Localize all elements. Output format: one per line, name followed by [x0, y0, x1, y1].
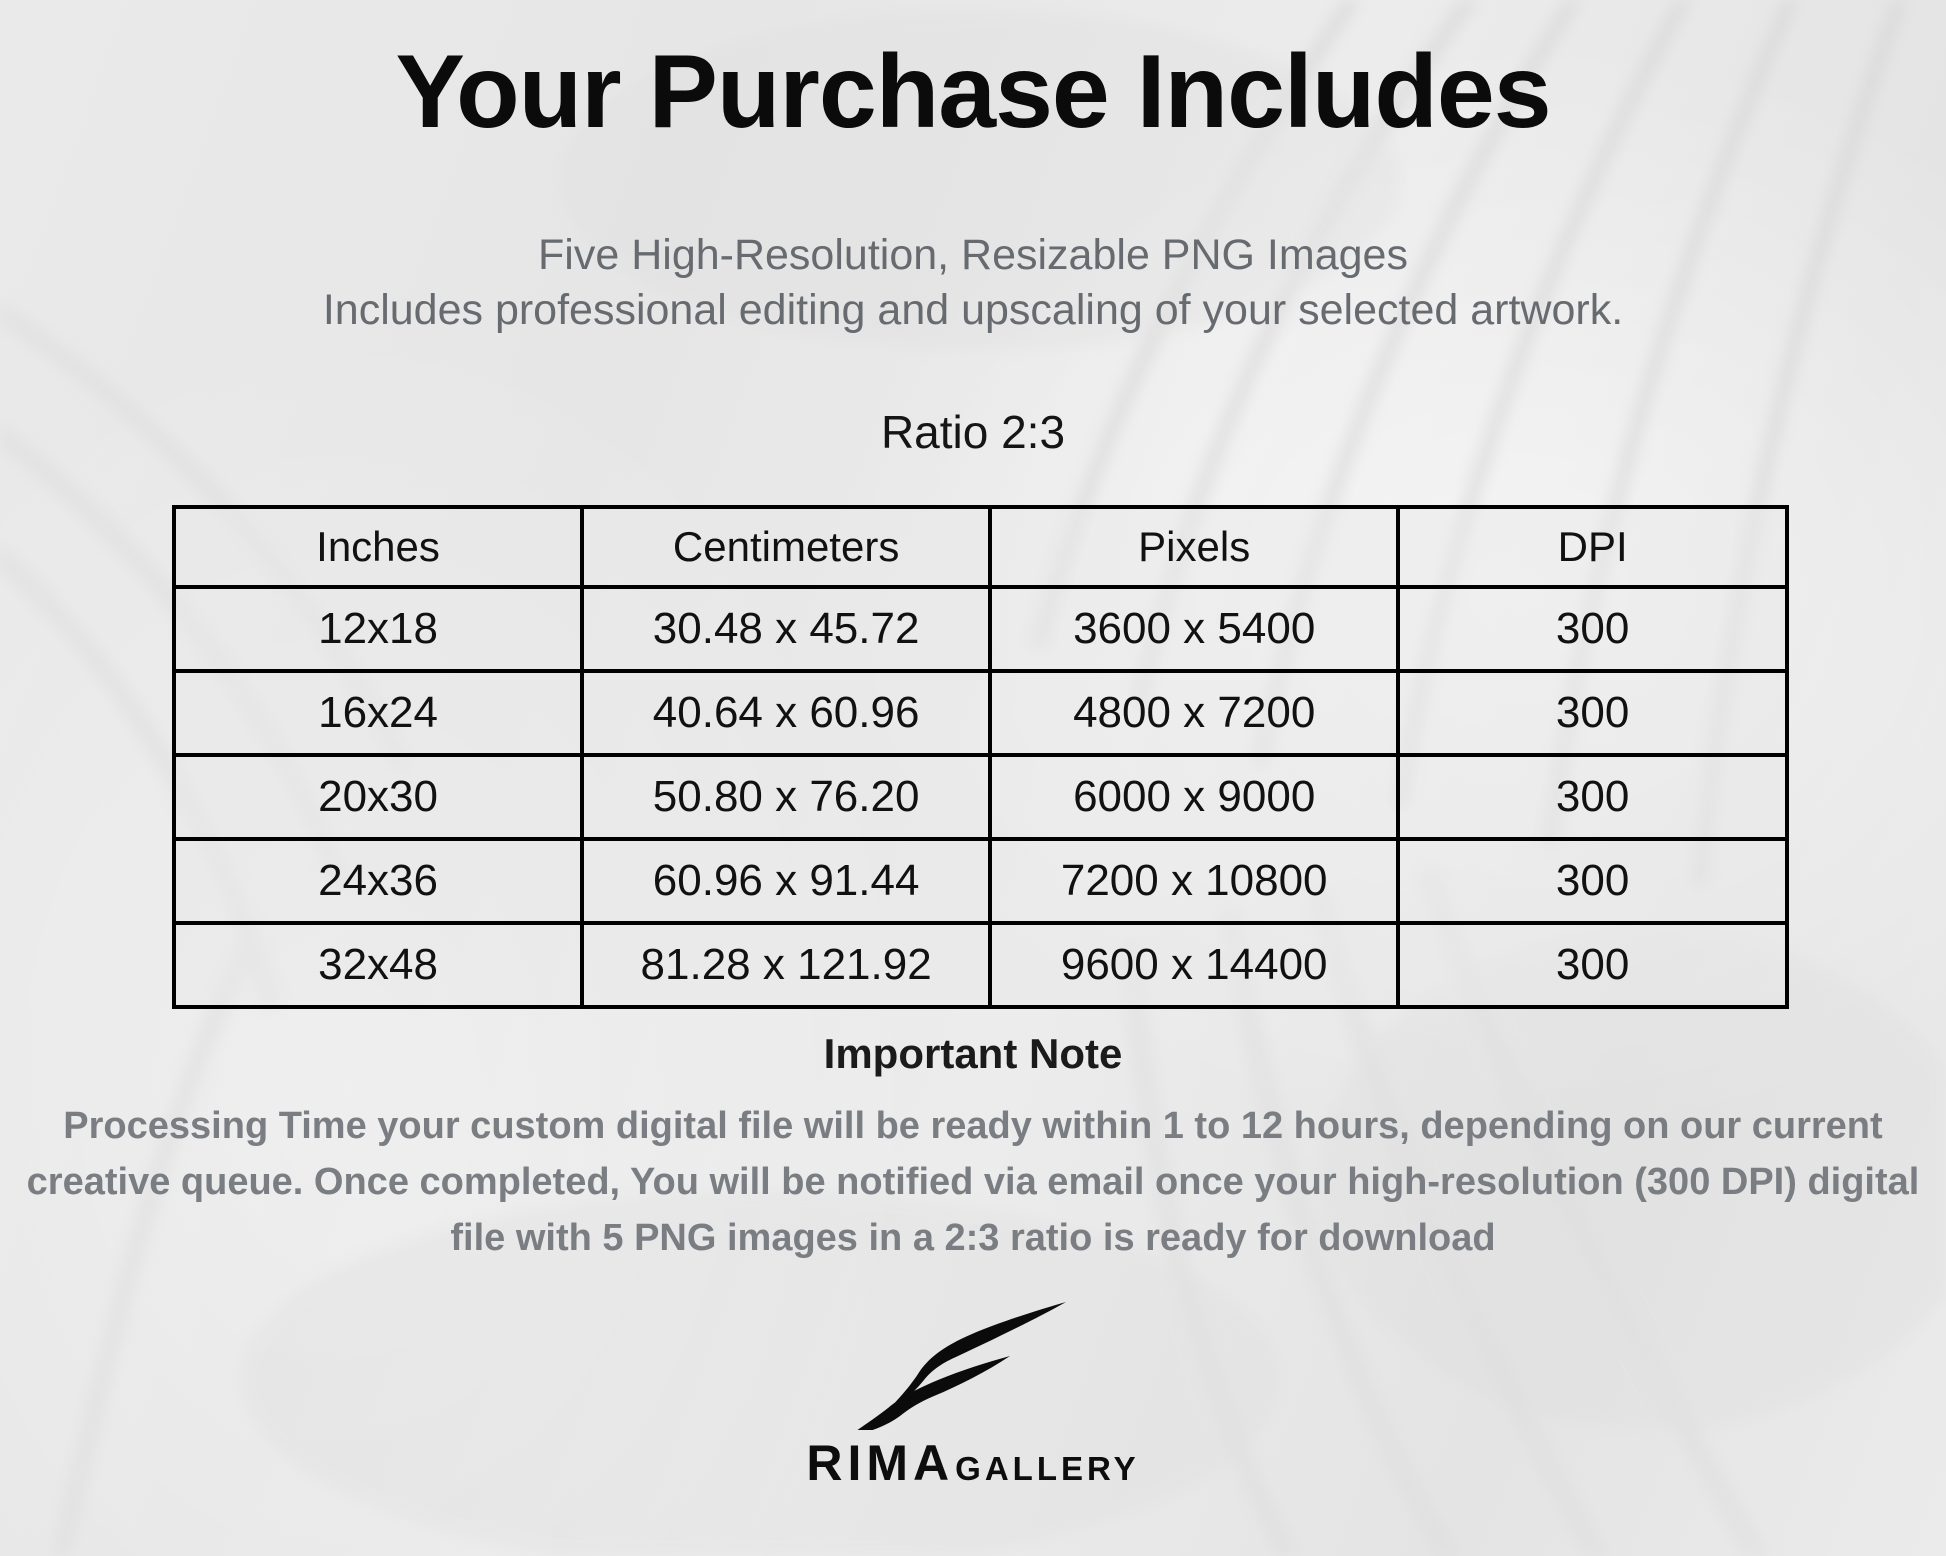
subtitle-line-1: Five High-Resolution, Resizable PNG Imag… — [538, 231, 1408, 279]
size-table-container: Inches Centimeters Pixels DPI 12x18 30.4… — [171, 505, 1789, 1009]
table-row: 32x48 81.28 x 121.92 9600 x 14400 300 — [171, 921, 1789, 1009]
column-header-pixels: Pixels — [988, 505, 1401, 589]
brand-logo: RIMA GALLERY — [0, 1290, 1946, 1492]
cell-dpi: 300 — [1396, 921, 1789, 1009]
cell-centimeters: 60.96 x 91.44 — [580, 837, 993, 925]
rima-swoosh-icon — [857, 1302, 1066, 1430]
page-title: Your Purchase Includes — [395, 34, 1551, 150]
cell-dpi: 300 — [1396, 669, 1789, 757]
cell-pixels: 4800 x 7200 — [988, 669, 1401, 757]
ratio-label: Ratio 2:3 — [880, 406, 1066, 458]
cell-inches: 12x18 — [171, 585, 585, 673]
cell-inches: 20x30 — [171, 753, 585, 841]
cell-inches: 32x48 — [171, 921, 585, 1009]
column-header-centimeters: Centimeters — [580, 505, 993, 589]
subtitle-line-2: Includes professional editing and upscal… — [322, 286, 1624, 335]
cell-centimeters: 81.28 x 121.92 — [580, 921, 993, 1009]
cell-centimeters: 40.64 x 60.96 — [580, 669, 993, 757]
column-header-inches: Inches — [171, 505, 585, 589]
cell-inches: 16x24 — [171, 669, 585, 757]
brand-wordmark: RIMA GALLERY — [806, 1434, 1139, 1492]
cell-inches: 24x36 — [171, 837, 585, 925]
cell-centimeters: 50.80 x 76.20 — [580, 753, 993, 841]
cell-dpi: 300 — [1396, 837, 1789, 925]
cell-dpi: 300 — [1396, 753, 1789, 841]
cell-pixels: 9600 x 14400 — [988, 921, 1401, 1009]
table-row: 12x18 30.48 x 45.72 3600 x 5400 300 — [171, 585, 1789, 673]
important-note-title: Important Note — [823, 1030, 1123, 1077]
table-row: 16x24 40.64 x 60.96 4800 x 7200 300 — [171, 669, 1789, 757]
table-row: 20x30 50.80 x 76.20 6000 x 9000 300 — [171, 753, 1789, 841]
column-header-dpi: DPI — [1396, 505, 1789, 589]
brand-name-secondary: GALLERY — [955, 1450, 1140, 1487]
table-header-row: Inches Centimeters Pixels DPI — [171, 505, 1789, 589]
cell-pixels: 7200 x 10800 — [988, 837, 1401, 925]
cell-pixels: 3600 x 5400 — [988, 585, 1401, 673]
subtitle-block: Five High-Resolution, Resizable PNG Imag… — [0, 228, 1946, 338]
size-table: Inches Centimeters Pixels DPI 12x18 30.4… — [171, 505, 1789, 1009]
cell-pixels: 6000 x 9000 — [988, 753, 1401, 841]
cell-dpi: 300 — [1396, 585, 1789, 673]
important-note-body: Processing Time your custom digital file… — [26, 1105, 1920, 1260]
brand-name-primary: RIMA — [806, 1435, 955, 1491]
table-row: 24x36 60.96 x 91.44 7200 x 10800 300 — [171, 837, 1789, 925]
cell-centimeters: 30.48 x 45.72 — [580, 585, 993, 673]
